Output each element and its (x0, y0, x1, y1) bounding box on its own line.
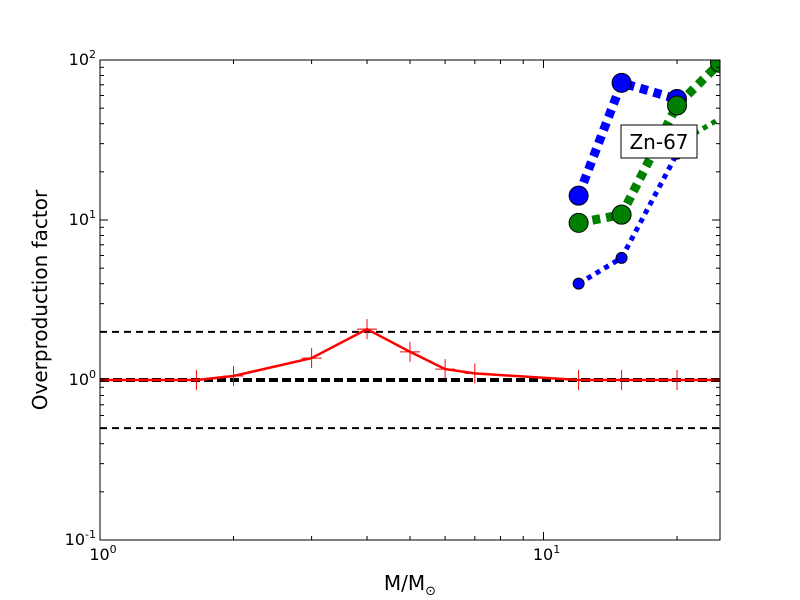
data-point (357, 319, 378, 340)
tick-label-exponent: 0 (89, 368, 96, 381)
data-point (464, 363, 485, 384)
plot-background (100, 60, 720, 540)
annotation-label: Zn-67 (629, 130, 688, 154)
tick-label: 100 (69, 368, 96, 389)
annotation-box: Zn-67 (620, 124, 698, 159)
data-point (223, 365, 244, 386)
series-line-1 (574, 77, 679, 198)
data-point (611, 72, 632, 93)
tick-label-base: 10 (65, 530, 85, 549)
data-point (301, 348, 322, 369)
data-point (435, 359, 456, 380)
tick-label-base: 10 (533, 545, 553, 564)
tick-label: 101 (69, 208, 96, 229)
tick-label-exponent: 1 (89, 208, 96, 221)
tick-label-base: 10 (69, 210, 89, 229)
data-point (615, 251, 628, 264)
x-axis-label: M/M⊙ (384, 571, 436, 599)
tick-label-exponent: 2 (89, 48, 96, 61)
x-axis-label-main: M/M (384, 571, 425, 595)
tick-label: 102 (69, 48, 96, 69)
tick-label-exponent: 0 (110, 543, 117, 556)
tick-label: 10-1 (65, 528, 96, 549)
data-point (611, 370, 632, 390)
series-line-4 (675, 116, 720, 146)
tick-label: 100 (89, 543, 116, 564)
data-point (611, 204, 632, 225)
data-point (667, 370, 688, 390)
data-point (568, 370, 589, 390)
data-point (568, 212, 589, 233)
data-point (710, 60, 720, 73)
series-line-3 (577, 60, 720, 228)
tick-label-exponent: -1 (85, 528, 96, 541)
tick-label-base: 10 (69, 50, 89, 69)
data-point (186, 370, 207, 390)
reference-lines (100, 330, 720, 430)
data-point (572, 277, 585, 290)
tick-label-exponent: 1 (553, 543, 560, 556)
tick-label-base: 10 (69, 370, 89, 389)
x-axis-label-subscript: ⊙ (425, 584, 436, 599)
tick-label: 101 (533, 543, 560, 564)
tick-label-base: 10 (89, 545, 109, 564)
annotation-frame (620, 124, 698, 159)
data-point (667, 95, 688, 116)
y-axis-label: Overproduction factor (28, 189, 52, 410)
series-markers (100, 60, 720, 390)
data-point (568, 185, 589, 206)
data-point (400, 341, 420, 362)
